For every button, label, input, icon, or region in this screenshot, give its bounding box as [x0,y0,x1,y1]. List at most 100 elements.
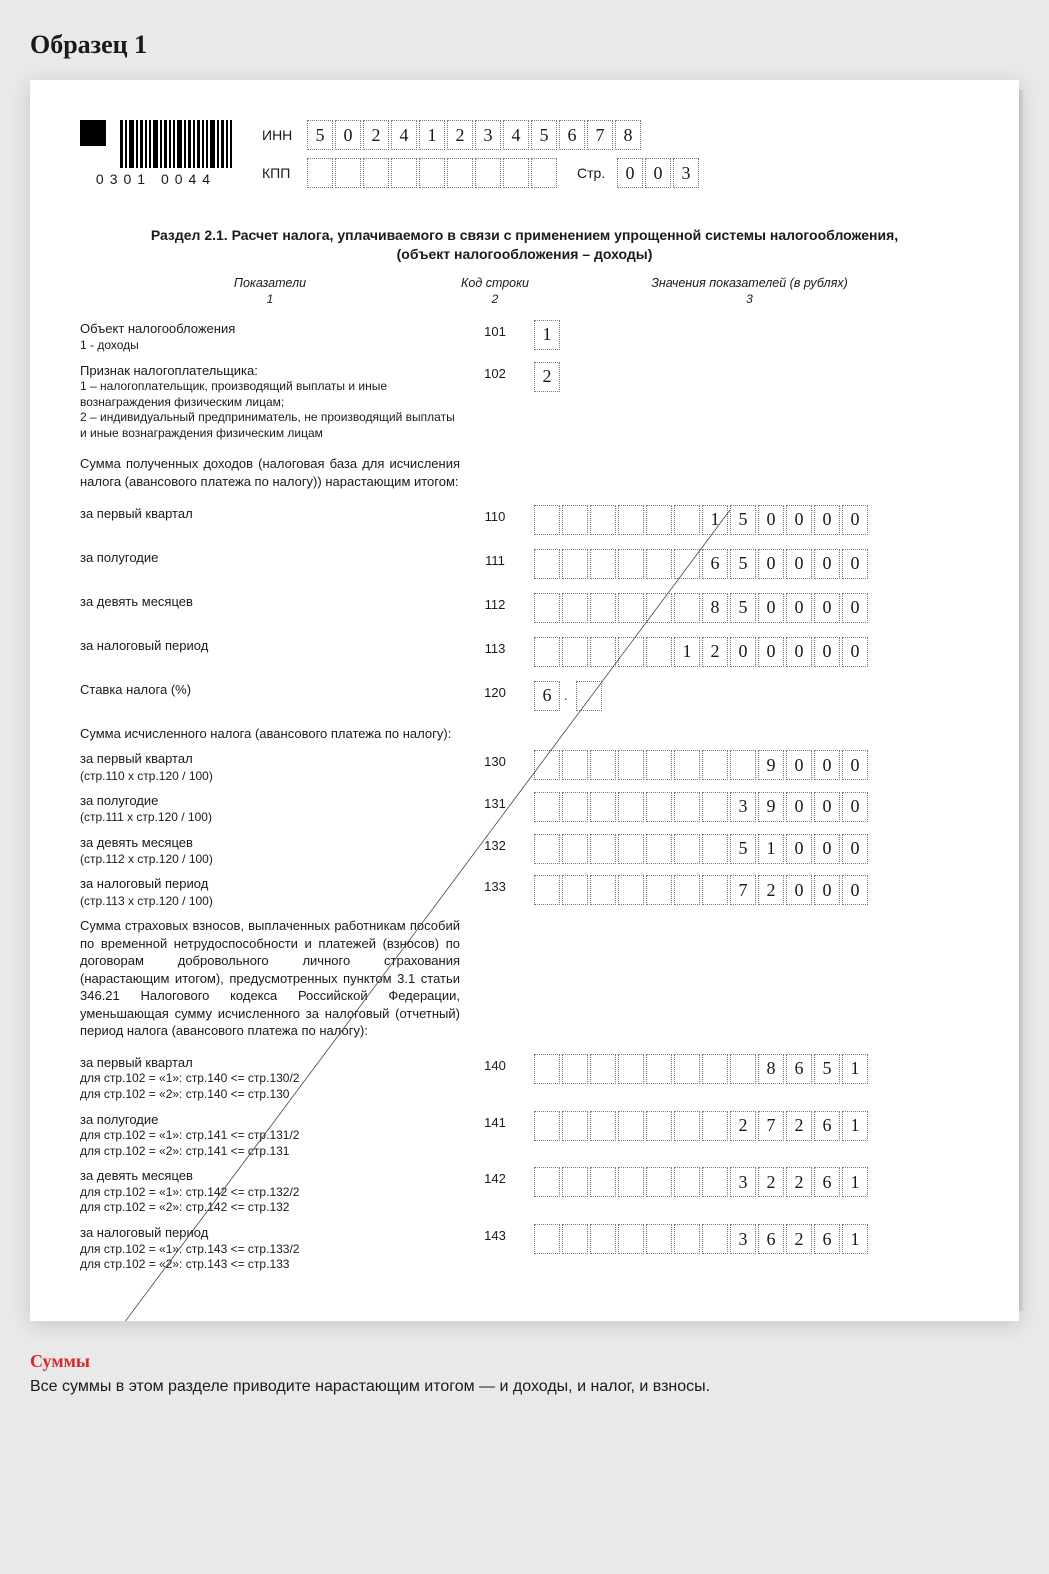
cell: 0 [814,875,840,905]
page-title: Образец 1 [30,30,1019,60]
cell [534,1111,560,1141]
cell [363,158,389,188]
cell: 0 [786,875,812,905]
cell: 5 [730,549,756,579]
cell: 2 [363,120,389,150]
cell [618,1167,644,1197]
row-111: за полугодие 111 650000 [80,549,969,579]
cell [646,505,672,535]
column-nums: 1 2 3 [80,292,969,306]
section-title: Раздел 2.1. Расчет налога, уплачиваемого… [80,226,969,264]
annotation-tag: Суммы [30,1351,1019,1372]
cell [674,1054,700,1084]
cell: 3 [730,1224,756,1254]
cell [534,1167,560,1197]
barcode-bars [120,120,232,168]
cell [534,593,560,623]
footer-annotation: Суммы Все суммы в этом разделе приводите… [30,1351,1019,1396]
row-133: за налоговый период(стр.113 х стр.120 / … [80,875,969,909]
cell: 2 [758,1167,784,1197]
cell: 0 [786,834,812,864]
cell: 5 [531,120,557,150]
inn-label: ИНН [262,127,307,143]
cell [576,681,602,711]
cell: 0 [786,750,812,780]
cell [702,834,728,864]
income-header: Сумма полученных доходов (налоговая база… [80,455,460,490]
barcode-block: 0301 0044 [80,120,232,187]
cell [590,750,616,780]
cell [391,158,417,188]
cell: 0 [814,792,840,822]
cell: 8 [758,1054,784,1084]
cell: 2 [447,120,473,150]
cell: 0 [645,158,671,188]
cell [646,593,672,623]
cell [618,1054,644,1084]
row-141: за полугодиедля стр.102 = «1»: стр.141 <… [80,1111,969,1160]
cell [534,1054,560,1084]
cell: 0 [842,875,868,905]
cell: 3 [475,120,501,150]
cell [590,505,616,535]
cell: 0 [335,120,361,150]
cell [562,792,588,822]
cell: 0 [758,549,784,579]
cell [562,549,588,579]
column-headers: Показатели Код строки Значения показател… [80,276,969,290]
cell [618,1224,644,1254]
cell: 6 [814,1224,840,1254]
cell [646,834,672,864]
cell [646,1167,672,1197]
cell: 0 [842,792,868,822]
cell: 0 [758,637,784,667]
cell [590,1167,616,1197]
cell: 3 [730,792,756,822]
cell [562,505,588,535]
cell [618,1111,644,1141]
cell: 3 [730,1167,756,1197]
row-102: Признак налогоплательщика: 1 – налогопла… [80,362,969,442]
cell [702,1167,728,1197]
cell: 1 [842,1167,868,1197]
cell [646,1111,672,1141]
cell [534,505,560,535]
cell: 0 [842,637,868,667]
cell: 5 [730,593,756,623]
cell [618,549,644,579]
cell [447,158,473,188]
cell [475,158,501,188]
cell: 1 [842,1224,868,1254]
cell: 0 [786,792,812,822]
cell [646,637,672,667]
cell [646,792,672,822]
cell: 0 [814,834,840,864]
cell [590,1111,616,1141]
cell: 7 [587,120,613,150]
cell: 1 [534,320,560,350]
cell [674,792,700,822]
page-cells: 003 [617,158,699,188]
row-140: за первый кварталдля стр.102 = «1»: стр.… [80,1054,969,1103]
annotation-text: Все суммы в этом разделе приводите нарас… [30,1378,1019,1396]
cell [674,549,700,579]
cell: 0 [786,549,812,579]
insurance-header: Сумма страховых взносов, выплаченных раб… [80,917,460,1040]
cell: 9 [758,792,784,822]
cell: 1 [842,1111,868,1141]
tax-header: Сумма исчисленного налога (авансового пл… [80,725,460,743]
cell [674,750,700,780]
cell: 0 [814,505,840,535]
cell [730,1054,756,1084]
kpp-cells [307,158,557,188]
cell: 8 [702,593,728,623]
cell [562,750,588,780]
cell [534,750,560,780]
cell [674,1167,700,1197]
cell: 7 [758,1111,784,1141]
kpp-label: КПП [262,165,307,181]
cell: 6 [758,1224,784,1254]
cell [646,750,672,780]
cell: 2 [702,637,728,667]
cell: 0 [758,505,784,535]
